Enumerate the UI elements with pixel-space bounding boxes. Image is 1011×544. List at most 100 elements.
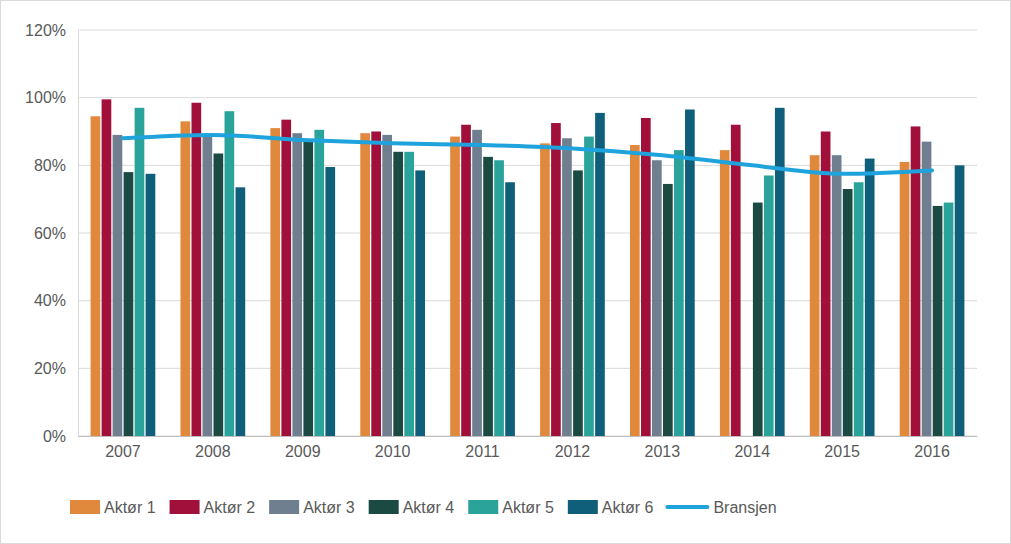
y-tick: 120%	[25, 22, 78, 39]
y-tick-label: 120%	[25, 22, 66, 39]
legend: Aktør 1Aktør 2Aktør 3Aktør 4Aktør 5Aktør…	[70, 499, 777, 516]
y-tick: 100%	[25, 89, 78, 106]
y-tick-label: 0%	[43, 428, 66, 445]
bar	[393, 152, 403, 436]
legend-swatch	[70, 500, 100, 514]
bar	[494, 160, 504, 436]
x-tick: 2007	[105, 436, 141, 460]
bar	[404, 152, 414, 436]
x-tick-label: 2008	[195, 443, 231, 460]
legend-label: Aktør 5	[502, 499, 554, 516]
bar	[865, 159, 875, 436]
x-tick-label: 2009	[285, 443, 321, 460]
bar	[540, 143, 550, 436]
bar	[944, 203, 954, 436]
legend-swatch	[369, 500, 399, 514]
legend-swatch	[568, 500, 598, 514]
y-axis-line	[78, 31, 79, 437]
bar	[551, 123, 561, 436]
x-tick: 2008	[195, 436, 231, 460]
legend-item: Aktør 4	[369, 499, 455, 516]
bar	[203, 135, 213, 436]
bar	[810, 155, 820, 436]
x-axis: 2007200820092010201120122013201420152016	[79, 436, 978, 460]
grid-line	[78, 165, 977, 166]
line	[123, 135, 932, 174]
x-tick-label: 2010	[375, 443, 411, 460]
bar	[562, 138, 572, 436]
bar	[505, 182, 515, 436]
bar-series	[124, 142, 943, 436]
x-axis-line	[79, 436, 978, 437]
bar	[641, 118, 651, 436]
x-tick-label: 2014	[734, 443, 770, 460]
y-tick: 60%	[34, 225, 78, 242]
legend-label: Aktør 1	[104, 499, 156, 516]
legend-swatch	[667, 505, 707, 509]
x-tick-label: 2011	[465, 443, 500, 460]
bar	[720, 150, 730, 436]
bar	[854, 182, 864, 436]
bar	[753, 203, 763, 436]
legend-item: Aktør 5	[468, 499, 554, 516]
legend-label: Aktør 4	[403, 499, 455, 516]
bar	[450, 137, 460, 436]
x-tick: 2010	[375, 436, 411, 460]
x-tick: 2011	[465, 436, 500, 460]
bar	[900, 162, 910, 436]
bar	[371, 132, 381, 437]
bar	[775, 108, 785, 436]
x-tick: 2014	[734, 436, 770, 460]
x-tick-label: 2012	[555, 443, 591, 460]
y-tick: 80%	[34, 157, 78, 174]
bar	[292, 133, 302, 436]
grid	[78, 30, 977, 436]
bar	[146, 174, 156, 436]
y-tick: 0%	[43, 428, 78, 445]
x-tick-label: 2007	[105, 443, 141, 460]
bar	[281, 120, 291, 436]
bar-series	[102, 99, 921, 436]
bar	[832, 155, 842, 436]
legend-label: Bransjen	[713, 499, 776, 516]
bar	[314, 130, 324, 436]
legend-swatch	[170, 500, 200, 514]
y-tick-label: 20%	[34, 360, 66, 377]
bar	[584, 137, 594, 436]
legend-label: Aktør 2	[204, 499, 256, 516]
bar	[674, 150, 684, 436]
bar	[180, 121, 190, 436]
bar	[360, 133, 370, 436]
bar	[731, 125, 741, 436]
bar	[955, 165, 965, 436]
grid-line	[78, 233, 977, 234]
legend-swatch	[269, 500, 299, 514]
bar	[236, 187, 246, 436]
chart-frame	[1, 1, 1011, 544]
x-tick: 2013	[645, 436, 681, 460]
grid-line	[78, 436, 977, 437]
bar	[325, 167, 335, 436]
bar-series	[91, 116, 910, 436]
marks	[91, 99, 965, 436]
legend-item: Bransjen	[667, 499, 776, 516]
bar	[91, 116, 101, 436]
grid-line	[78, 97, 977, 98]
legend-label: Aktør 6	[602, 499, 654, 516]
bar	[415, 170, 425, 436]
y-tick-label: 80%	[34, 157, 66, 174]
bar	[843, 189, 853, 436]
bar	[135, 108, 145, 436]
legend-swatch	[468, 500, 498, 514]
legend-item: Aktør 1	[70, 499, 156, 516]
x-tick: 2012	[555, 436, 591, 460]
bar	[663, 184, 673, 436]
bar	[214, 153, 224, 436]
bar	[652, 160, 662, 436]
y-tick-label: 100%	[25, 89, 66, 106]
y-tick-label: 60%	[34, 225, 66, 242]
chart: 0%20%40%60%80%100%120%200720082009201020…	[0, 0, 1011, 544]
bar	[303, 142, 313, 436]
bar	[382, 135, 392, 436]
legend-item: Aktør 2	[170, 499, 256, 516]
